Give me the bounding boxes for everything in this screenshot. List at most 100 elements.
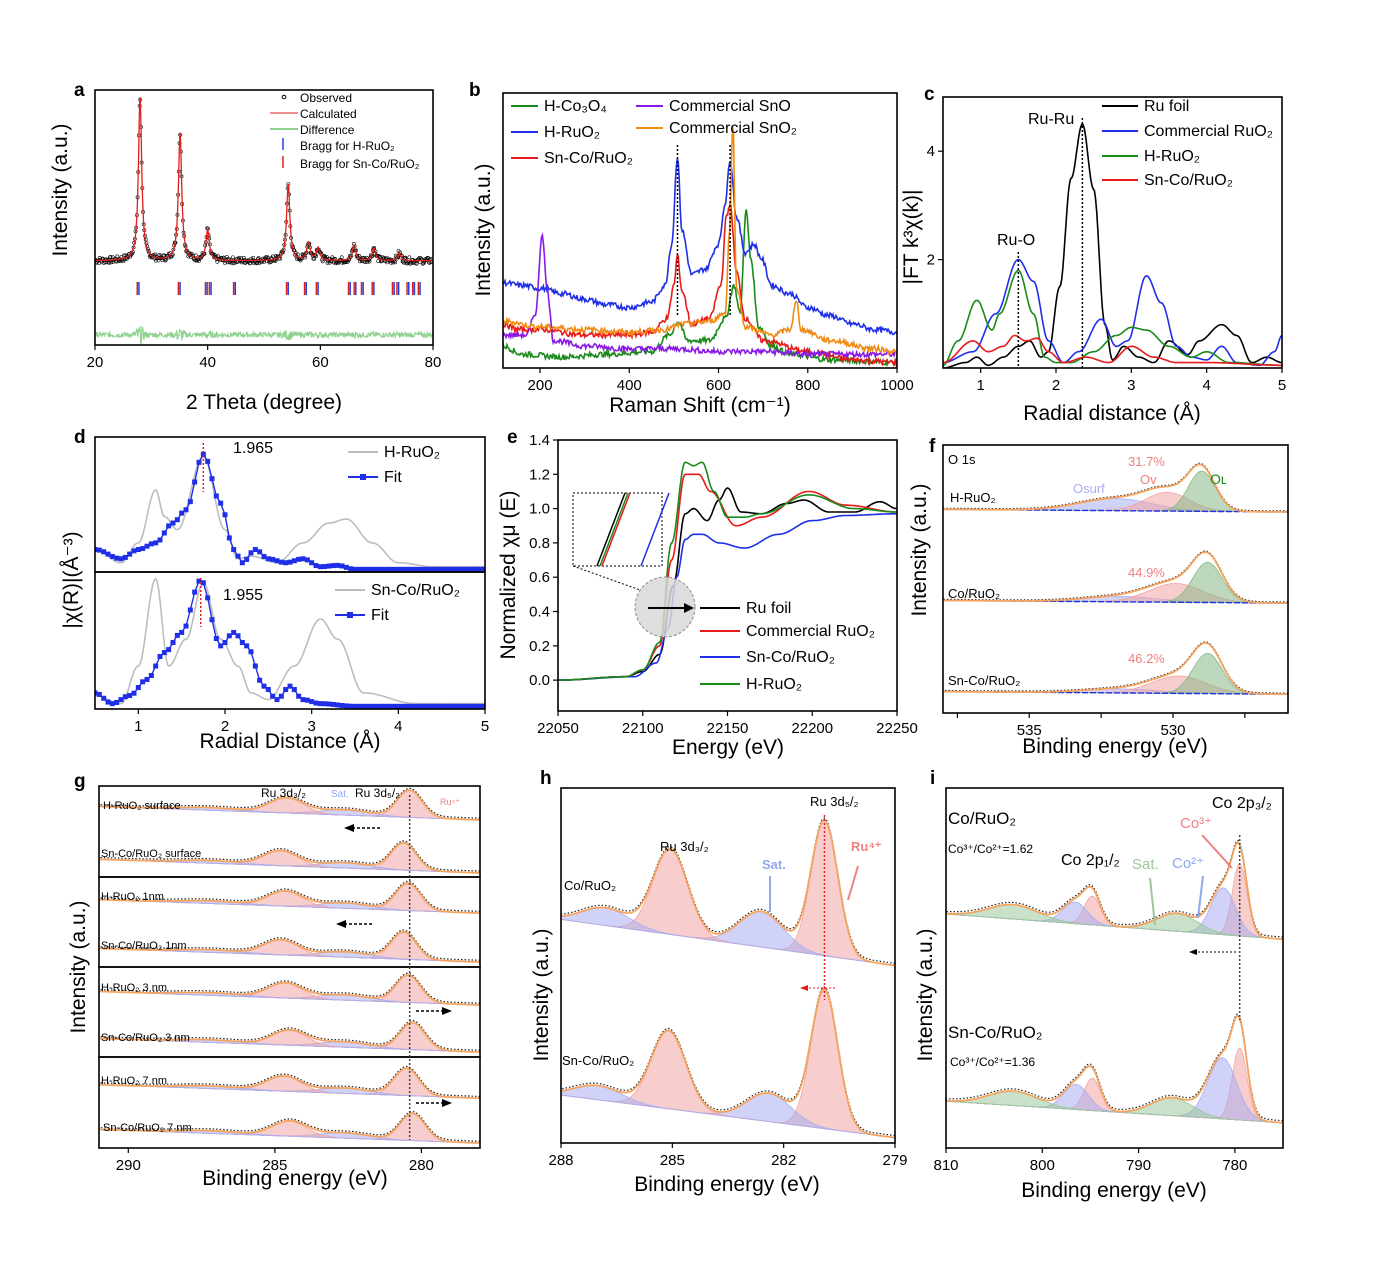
- spectrum-label: Sn-Co/RuO₂: [562, 1053, 634, 1068]
- inset-line: [601, 492, 631, 567]
- fit-component: [99, 991, 480, 1006]
- fit-marker: [239, 560, 245, 566]
- fit-marker: [192, 479, 198, 485]
- plot-area: [99, 787, 480, 1144]
- fit-marker: [252, 663, 258, 669]
- fit-marker: [452, 566, 458, 572]
- fit-marker: [443, 566, 449, 572]
- fit-marker: [248, 649, 254, 655]
- observed-point: [108, 255, 113, 259]
- panel-letter: h: [540, 768, 552, 789]
- x-tick-label: 800: [1030, 1157, 1055, 1174]
- co2-arrow: [1197, 875, 1204, 919]
- x-tick-label: 279: [882, 1152, 907, 1169]
- legend-entry: H-RuO₂: [746, 676, 802, 693]
- fit-marker: [304, 557, 310, 563]
- spectrum-label: Co/RuO₂: [948, 586, 1000, 601]
- observed-point: [107, 261, 112, 265]
- fit-marker: [296, 556, 302, 562]
- fit-marker: [127, 551, 133, 557]
- observed-point: [324, 255, 329, 259]
- fit-marker: [348, 703, 354, 709]
- observed-point: [340, 260, 345, 265]
- fit-marker: [404, 566, 410, 572]
- observed-point: [320, 259, 325, 264]
- fit-marker: [231, 629, 237, 635]
- raw-data: [561, 986, 895, 1137]
- x-tick-label: 1: [976, 377, 984, 394]
- envelope-line: [943, 551, 1288, 604]
- panel-letter: i: [930, 768, 935, 789]
- fit-marker: [356, 566, 362, 572]
- fit-marker: [478, 566, 484, 572]
- fit-marker: [209, 617, 215, 623]
- fit-marker: [109, 553, 115, 559]
- fit-marker: [339, 702, 345, 708]
- ru4-arrow: [847, 865, 859, 901]
- fit-marker: [257, 677, 263, 683]
- fit-marker: [395, 566, 401, 572]
- panel-d-frame: [94, 571, 486, 710]
- envelope-line: [561, 819, 895, 967]
- y-axis-label: |FT k³χ(k)|: [900, 189, 923, 284]
- observed-point: [230, 261, 235, 266]
- observed-point: [356, 256, 361, 261]
- fit-marker: [343, 703, 349, 709]
- y-axis-label: Intensity (a.u.): [908, 483, 931, 616]
- x-tick-label: 780: [1222, 1157, 1247, 1174]
- fit-marker: [183, 623, 189, 629]
- panel-letter: b: [469, 80, 481, 101]
- y-tick-label: 0.0: [529, 672, 550, 689]
- fit-marker: [447, 566, 453, 572]
- y-tick-label: 1.0: [529, 501, 550, 518]
- fit-marker: [200, 451, 206, 457]
- x-tick-label: 22150: [707, 720, 749, 737]
- fit-marker: [170, 520, 176, 526]
- fit-marker: [157, 537, 163, 543]
- fit-marker: [413, 566, 419, 572]
- spectrum-label: Co/RuO₂: [948, 809, 1016, 828]
- background-line: [943, 599, 1288, 604]
- panel-e-frame: [557, 439, 898, 712]
- inset-line: [640, 492, 670, 567]
- fit-marker: [135, 685, 141, 691]
- fit-marker: [140, 546, 146, 552]
- fit-marker: [335, 702, 341, 708]
- peak-label: Ru 3d₅/₂: [355, 786, 400, 800]
- plot-area: [95, 451, 485, 572]
- spectrum-label: Sn-Co/RuO₂ 1nm: [101, 940, 187, 952]
- x-tick-label: 810: [933, 1157, 958, 1174]
- fit-marker: [105, 699, 111, 705]
- data-line: [95, 578, 485, 705]
- x-axis-label: Radial distance (Å): [1023, 402, 1200, 425]
- x-tick-label: 285: [262, 1157, 287, 1174]
- fit-marker: [400, 703, 406, 709]
- plot-area: [946, 839, 1283, 1124]
- legend-observed-marker: [281, 94, 287, 100]
- panel-i-frame: [945, 787, 1284, 1149]
- x-tick-label: 22050: [537, 720, 579, 737]
- fit-marker: [122, 694, 128, 700]
- fit-marker: [335, 562, 341, 568]
- x-axis-label: Binding energy (eV): [1022, 735, 1208, 758]
- x-axis-label: Binding energy (eV): [202, 1167, 388, 1190]
- legend-entry: Sn-Co/RuO₂: [371, 582, 460, 599]
- legend-entry: Calculated: [300, 107, 357, 121]
- series-line-3: [558, 461, 897, 681]
- legend-entry: Bragg for Sn-Co/RuO₂: [300, 157, 420, 171]
- x-tick-label: 280: [409, 1157, 434, 1174]
- observed-point: [110, 255, 115, 259]
- panel-h-frame: [560, 787, 896, 1144]
- fit-marker: [101, 549, 107, 555]
- x-axis-label: Energy (eV): [672, 736, 784, 759]
- fit-marker: [218, 643, 224, 649]
- fit-marker: [430, 703, 436, 709]
- fit-marker: [135, 547, 141, 552]
- observed-point: [193, 258, 197, 263]
- envelope-line: [561, 988, 895, 1139]
- fit-marker: [248, 550, 254, 556]
- legend-entry: Fit: [384, 469, 402, 486]
- peak-label: Ru⁴⁺: [440, 797, 460, 807]
- observed-point: [265, 255, 270, 260]
- y-axis-label: Intensity (a.u.): [67, 900, 90, 1033]
